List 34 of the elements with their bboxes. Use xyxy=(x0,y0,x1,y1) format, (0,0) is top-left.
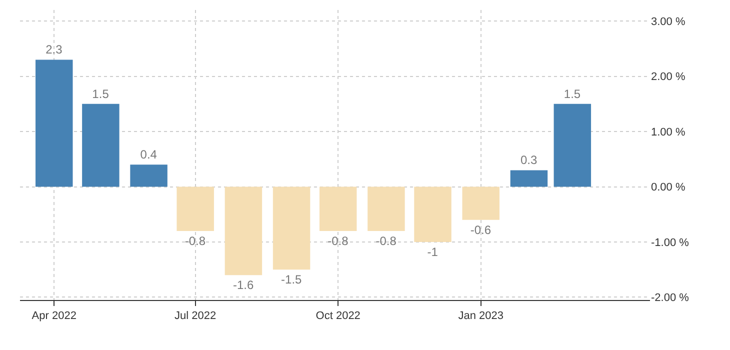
data-label: -0.8 xyxy=(184,234,206,248)
y-tick-label: -1.00 % xyxy=(651,236,690,249)
bar xyxy=(554,104,592,187)
y-tick-label: 0.00 % xyxy=(651,182,686,194)
data-label: 0.3 xyxy=(520,153,538,168)
x-tick-label: Jan 2023 xyxy=(458,310,504,322)
y-tick-label: 2.00 % xyxy=(651,71,686,84)
x-tick-label: Jul 2022 xyxy=(174,310,216,322)
bar xyxy=(414,186,452,242)
data-label: -1.6 xyxy=(232,278,254,292)
data-label: -0.6 xyxy=(470,222,492,237)
y-tick-label: 1.00 % xyxy=(651,126,686,138)
bar xyxy=(224,186,262,276)
data-label: 1.5 xyxy=(564,86,581,101)
data-label: -0.8 xyxy=(328,234,349,248)
data-label: 0.4 xyxy=(140,148,158,162)
x-tick-label: Apr 2022 xyxy=(32,310,76,322)
data-label: -1 xyxy=(427,245,438,259)
bar xyxy=(176,186,214,231)
bar xyxy=(82,104,120,187)
bar xyxy=(462,186,500,220)
y-tick-label: -2.00 % xyxy=(651,292,690,304)
bar xyxy=(130,164,168,187)
x-tick-label: Oct 2022 xyxy=(316,310,360,322)
y-tick-label: 3.00 % xyxy=(651,16,686,28)
bar xyxy=(510,170,548,187)
bar xyxy=(36,60,73,187)
data-label: 1.5 xyxy=(92,86,110,101)
bar xyxy=(368,186,405,231)
data-label: 2.3 xyxy=(46,42,63,57)
bar xyxy=(272,186,310,270)
data-label: -1.5 xyxy=(281,272,302,287)
data-label: -0.8 xyxy=(376,234,397,248)
bar xyxy=(319,186,357,231)
